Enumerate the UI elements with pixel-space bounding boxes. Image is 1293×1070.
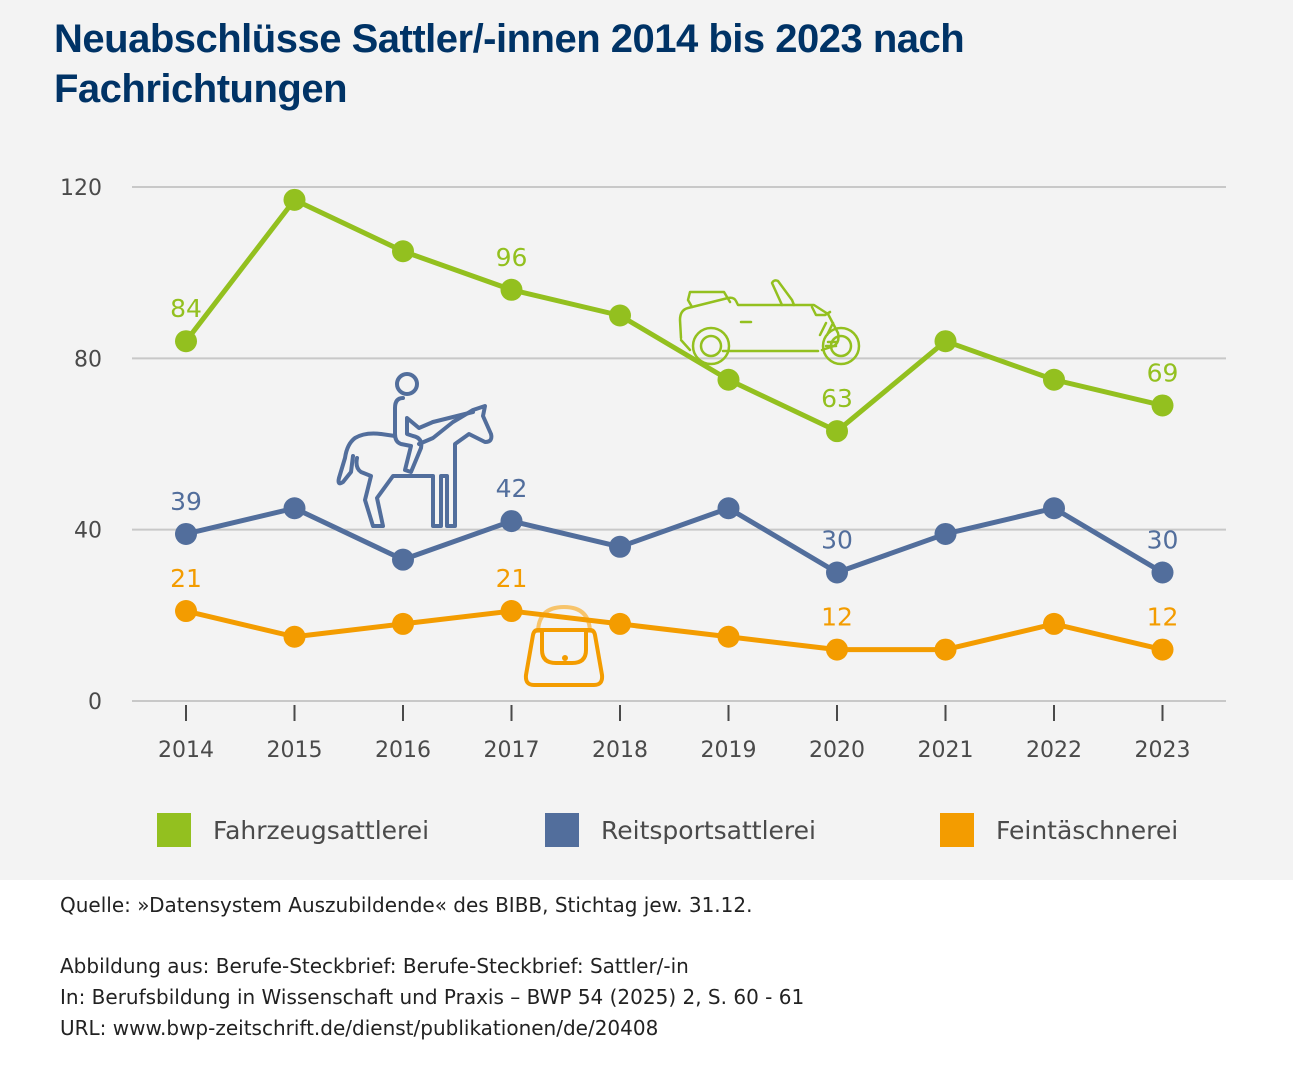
legend-item-fahrzeugsattlerei: Fahrzeugsattlerei — [157, 805, 429, 855]
data-label: 12 — [821, 603, 853, 632]
y-tick-label: 80 — [74, 347, 102, 372]
x-tick-label: 2016 — [375, 738, 431, 763]
gridlines — [132, 186, 1226, 702]
x-tick-label: 2017 — [484, 738, 540, 763]
data-point — [1043, 612, 1065, 635]
data-point — [826, 561, 848, 584]
legend-item-feintaeschnerei: Feintäschnerei — [940, 805, 1178, 855]
legend-label: Fahrzeugsattlerei — [213, 815, 430, 845]
data-label: 30 — [821, 526, 853, 555]
y-tick-label: 0 — [88, 690, 102, 715]
chart-title: Neuabschlüsse Sattler/-innen 2014 bis 20… — [54, 17, 965, 111]
data-label: 42 — [496, 474, 528, 503]
line-chart: 0 40 80 120 2014 2015 2016 2017 2018 2019 2020 202… — [60, 176, 1226, 763]
data-point — [500, 600, 523, 623]
x-tick-label: 2015 — [267, 738, 323, 763]
series-layer: 84 96 63 69 39 42 30 30 21 21 12 12 — [170, 188, 1179, 661]
data-point — [392, 612, 414, 635]
data-point — [1151, 561, 1174, 584]
footer: Quelle: »Datensystem Auszubildende« des … — [60, 890, 804, 1044]
data-point — [175, 330, 197, 353]
x-tick-label: 2014 — [158, 738, 214, 763]
data-point — [1151, 394, 1174, 417]
data-point — [1043, 497, 1065, 520]
series-feintäschnerei: 21 21 12 12 — [170, 564, 1178, 661]
data-point — [934, 638, 957, 661]
x-axis: 2014 2015 2016 2017 2018 2019 2020 2021 2022 2023 — [158, 705, 1191, 763]
data-point — [283, 497, 306, 520]
data-point — [609, 535, 631, 558]
series-reitsportsattlerei: 39 42 30 30 — [170, 474, 1179, 584]
data-point — [609, 304, 631, 327]
data-point — [934, 522, 957, 545]
data-label: 21 — [170, 564, 202, 593]
data-point — [717, 368, 740, 391]
data-label: 21 — [496, 564, 528, 593]
legend-swatch-blue — [545, 813, 579, 847]
source-note: Quelle: »Datensystem Auszubildende« des … — [60, 893, 753, 917]
data-label: 63 — [821, 384, 853, 413]
series-line — [185, 608, 1164, 653]
y-tick-label: 120 — [60, 176, 102, 201]
data-label: 12 — [1147, 603, 1179, 632]
data-point — [1043, 368, 1065, 391]
horse-rider-icon — [336, 372, 494, 528]
citation-line-1: Abbildung aus: Berufe-Steckbrief: Berufe… — [60, 954, 689, 978]
series-fahrzeugsattlerei: 84 96 63 69 — [170, 188, 1179, 443]
x-tick-label: 2019 — [701, 738, 757, 763]
series-line — [184, 197, 1164, 434]
data-label: 96 — [496, 243, 528, 272]
legend-swatch-green — [157, 813, 191, 847]
data-point — [500, 510, 523, 533]
data-label: 69 — [1147, 358, 1179, 387]
data-point — [826, 638, 848, 661]
data-point — [826, 420, 848, 443]
data-point — [392, 240, 414, 263]
legend-item-reitsportsattlerei: Reitsportsattlerei — [545, 805, 816, 855]
data-point — [1151, 638, 1174, 661]
data-point — [934, 330, 957, 353]
y-axis: 0 40 80 120 — [60, 176, 102, 715]
legend-swatch-orange — [940, 813, 974, 847]
data-point — [283, 625, 306, 648]
data-label: 39 — [170, 487, 202, 516]
data-label: 84 — [170, 294, 202, 323]
chart-panel — [0, 0, 1293, 880]
citation-url: URL: www.bwp-zeitschrift.de/dienst/publi… — [60, 1016, 659, 1040]
x-tick-label: 2021 — [918, 738, 974, 763]
data-point — [609, 612, 631, 635]
legend: Fahrzeugsattlerei Reitsportsattlerei Fei… — [0, 805, 1293, 855]
data-label: 30 — [1147, 526, 1179, 555]
data-point — [283, 188, 306, 211]
legend-label: Reitsportsattlerei — [601, 815, 816, 845]
x-tick-label: 2018 — [592, 738, 648, 763]
data-point — [175, 600, 197, 623]
y-tick-label: 40 — [74, 519, 102, 544]
legend-label: Feintäschnerei — [996, 815, 1179, 845]
data-point — [392, 548, 414, 571]
convertible-car-icon — [678, 279, 861, 366]
series-line — [185, 505, 1164, 575]
x-tick-label: 2022 — [1026, 738, 1082, 763]
data-point — [175, 522, 197, 545]
citation-line-2: In: Berufsbildung in Wissenschaft und Pr… — [60, 985, 805, 1009]
data-point — [717, 625, 740, 648]
x-tick-label: 2020 — [809, 738, 865, 763]
data-point — [500, 278, 523, 301]
x-tick-label: 2023 — [1135, 738, 1191, 763]
data-point — [717, 497, 740, 520]
